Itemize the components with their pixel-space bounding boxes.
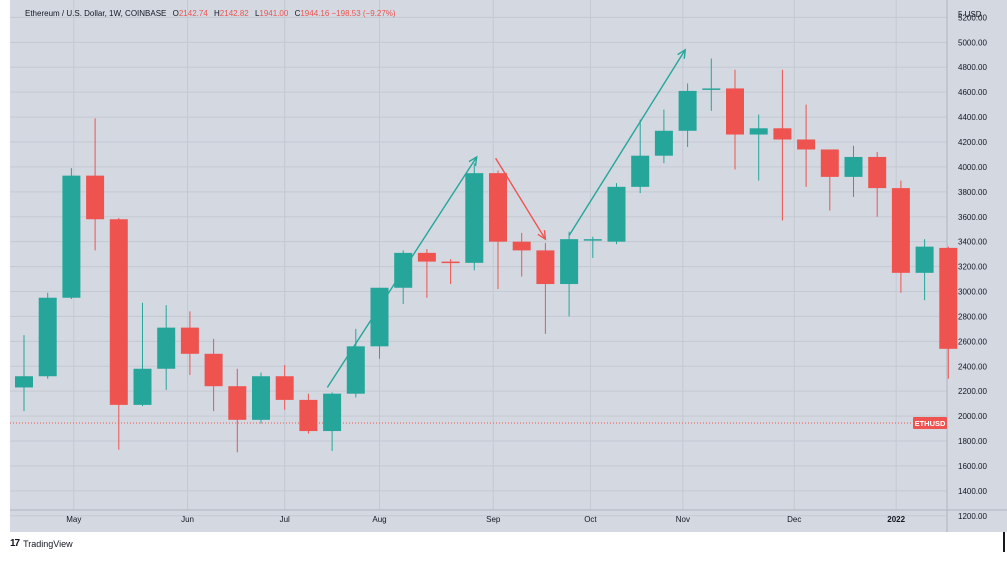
- candle-body: [489, 173, 507, 242]
- x-tick-label: 2022: [887, 515, 905, 524]
- close-value: 1944.16: [300, 9, 330, 18]
- candle-body: [749, 128, 768, 135]
- candle-body: [417, 252, 436, 262]
- footer: 17 TradingView: [10, 532, 1007, 562]
- candle-body: [38, 297, 57, 377]
- cursor-icon: [1003, 532, 1005, 552]
- chart-area[interactable]: 1200.00 1400.00 1600.00 1800.00 2000.00 2200.…: [10, 0, 1007, 532]
- candle-body: [631, 155, 650, 187]
- candle-body: [323, 393, 342, 432]
- candle-body: [252, 376, 270, 420]
- y-tick-label: 5200.00: [958, 13, 987, 22]
- close-label: C: [294, 9, 301, 18]
- price-tag-label: ETHUSD: [915, 419, 946, 428]
- y-tick-label: 4200.00: [958, 138, 987, 147]
- candle-body: [844, 156, 863, 177]
- x-tick-label: Oct: [584, 515, 597, 524]
- x-tick-label: Aug: [372, 515, 386, 524]
- trend-arrow-line: [326, 156, 478, 388]
- y-tick-label: 1800.00: [958, 437, 987, 446]
- symbol-legend: Ethereum / U.S. Dollar, 1W, COINBASE O21…: [25, 9, 396, 18]
- candle-body: [773, 128, 792, 140]
- y-tick-label: 4600.00: [958, 88, 987, 97]
- trend-arrow-line: [495, 157, 546, 240]
- candle-body: [157, 327, 176, 369]
- tradingview-brand: TradingView: [23, 538, 73, 549]
- candle-body: [204, 353, 223, 387]
- y-tick-label: 4800.00: [958, 63, 987, 72]
- candle-body: [820, 149, 839, 177]
- y-tick-label: 3600.00: [958, 213, 987, 222]
- candle-body: [346, 346, 365, 394]
- y-tick-label: 2800.00: [958, 312, 987, 321]
- candle-body: [868, 156, 887, 189]
- symbol-title: Ethereum / U.S. Dollar, 1W, COINBASE: [25, 9, 167, 18]
- candle-body: [915, 246, 934, 273]
- y-tick-label: 3000.00: [958, 288, 987, 297]
- open-value: 2142.74: [178, 9, 208, 18]
- y-tick-label: 2400.00: [958, 362, 987, 371]
- x-tick-label: Jul: [280, 515, 290, 524]
- candle-body: [180, 327, 199, 354]
- y-tick-label: 1600.00: [958, 462, 987, 471]
- y-tick-label: 5000.00: [958, 38, 987, 47]
- y-tick-label: 2000.00: [958, 412, 987, 421]
- candle-body: [370, 287, 389, 347]
- candle-body: [133, 368, 152, 405]
- trend-arrow-head: [537, 230, 547, 241]
- low-label: L: [254, 9, 260, 18]
- candle-body: [109, 219, 128, 405]
- change-value: −198.53 (−9.27%): [331, 9, 396, 18]
- candle-body: [560, 239, 579, 285]
- candle-body: [299, 399, 318, 432]
- tradingview-logo[interactable]: 17 TradingView: [10, 538, 73, 549]
- y-tick-label: 3200.00: [958, 263, 987, 272]
- candle-body: [228, 386, 247, 420]
- candle-body: [678, 90, 697, 131]
- y-tick-label: 2200.00: [958, 387, 987, 396]
- candle-body: [441, 261, 460, 264]
- trend-arrow-head: [468, 155, 478, 166]
- y-tick-label: 3400.00: [958, 238, 987, 247]
- candle-body: [512, 241, 531, 251]
- x-tick-label: Jun: [181, 515, 194, 524]
- candle-body: [726, 88, 744, 135]
- candle-body: [62, 175, 81, 298]
- x-tick-label: Nov: [676, 515, 690, 524]
- y-tick-label: 1400.00: [958, 487, 987, 496]
- y-tick-label: 2600.00: [958, 337, 987, 346]
- y-tick-label: 3800.00: [958, 188, 987, 197]
- y-tick-label: 4000.00: [958, 163, 987, 172]
- currency-label: 5 USD: [958, 10, 982, 19]
- candle-body: [797, 139, 816, 150]
- candle-body: [939, 247, 958, 349]
- x-tick-label: May: [66, 515, 81, 524]
- candle-body: [275, 376, 294, 400]
- trend-arrow-head: [677, 48, 687, 59]
- low-value: 1941.00: [259, 9, 289, 18]
- high-label: H: [214, 9, 220, 18]
- candle-body: [465, 173, 484, 263]
- candle-body: [15, 376, 33, 388]
- candle-body: [891, 188, 910, 273]
- open-label: O: [172, 9, 179, 18]
- candlestick-chart[interactable]: 1200.00 1400.00 1600.00 1800.00 2000.00 2200.…: [10, 0, 1007, 532]
- y-tick-label: 4400.00: [958, 113, 987, 122]
- y-tick-label: 1200.00: [958, 512, 987, 521]
- tradingview-mark-icon: 17: [10, 538, 20, 549]
- candle-body: [536, 250, 555, 285]
- candle-body: [86, 175, 105, 220]
- candle-body: [654, 130, 673, 156]
- high-value: 2142.82: [219, 9, 249, 18]
- candle-body: [702, 88, 721, 90]
- price-tag: [913, 417, 947, 430]
- trend-arrow-line: [568, 49, 686, 236]
- candle-body: [607, 186, 626, 242]
- candle-body: [583, 239, 602, 241]
- x-tick-label: Dec: [787, 515, 801, 524]
- x-tick-label: Sep: [486, 515, 501, 524]
